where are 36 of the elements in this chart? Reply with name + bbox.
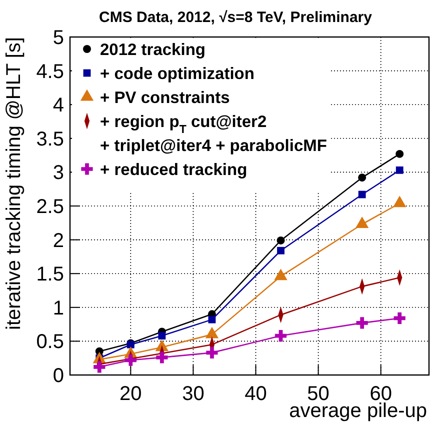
point	[276, 236, 285, 244]
point	[274, 330, 287, 342]
y-tick-label: 0	[52, 365, 64, 387]
point	[208, 316, 216, 324]
point	[396, 150, 404, 158]
x-tick-label: 20	[120, 383, 142, 405]
y-tick-label: 3	[52, 162, 64, 184]
y-tick-label: 2	[52, 230, 64, 252]
point	[206, 346, 218, 358]
point	[156, 352, 168, 364]
legend-label: + reduced tracking	[100, 161, 248, 179]
chart-title: CMS Data, 2012, √s=8 TeV, Preliminary	[99, 9, 373, 26]
point	[124, 354, 136, 366]
x-tick-label: 40	[244, 383, 267, 405]
y-tick-label: 2.5	[36, 196, 64, 218]
legend-label: + region p$_{T}$ cut@iter2 + triplet@iter4 + parabolicMF	[100, 113, 327, 155]
y-tick-label: 5	[52, 27, 64, 49]
legend-label: 2012 tracking	[100, 41, 206, 59]
legend-label: + PV constraints	[100, 89, 230, 107]
y-tick-label: 1.5	[36, 264, 64, 286]
x-tick-label: 30	[182, 383, 204, 405]
legend-label: + code optimization	[100, 65, 254, 83]
point	[277, 246, 284, 254]
y-tick-label: 1	[52, 297, 64, 320]
y-tick-label: 4	[52, 94, 64, 117]
y-axis-title: iterative tracking timing @HLT [s]	[3, 37, 25, 330]
point	[94, 361, 106, 373]
point	[394, 312, 406, 324]
point	[358, 174, 366, 182]
point	[158, 332, 166, 340]
point	[356, 317, 368, 329]
y-tick-label: 0.5	[36, 331, 64, 354]
y-tick-label: 3.5	[36, 128, 64, 150]
y-tick-label: 4.5	[36, 60, 64, 83]
point	[358, 190, 366, 198]
point	[396, 166, 404, 174]
